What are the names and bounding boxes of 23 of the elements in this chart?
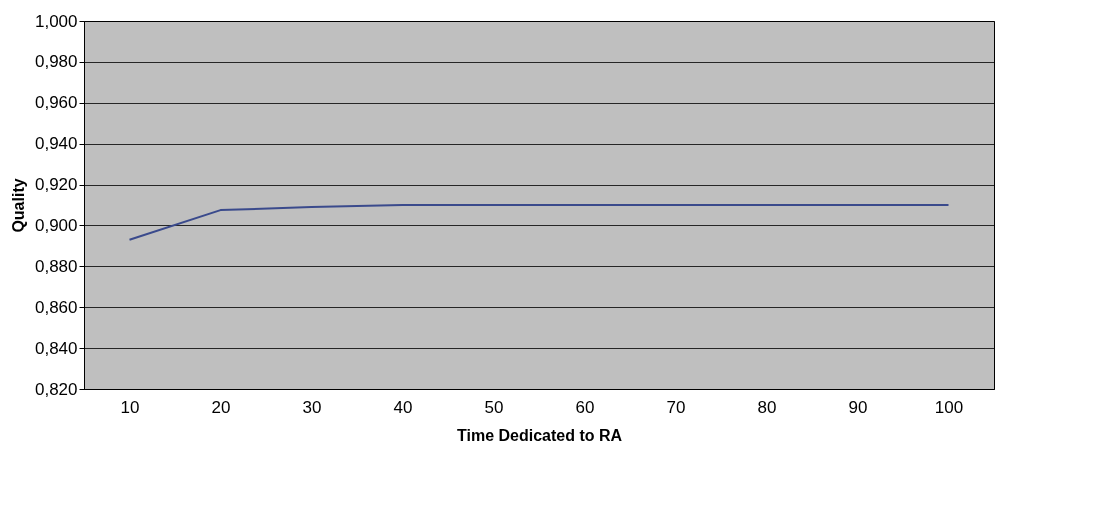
x-tick-label: 80 [757, 397, 777, 417]
x-tick-label: 40 [393, 397, 413, 417]
y-tick-label: 0,900 [34, 215, 78, 235]
x-tick-label: 10 [120, 397, 140, 417]
y-tick-label: 0,920 [34, 175, 78, 195]
y-axis-title: Quality [9, 178, 27, 233]
line-series [128, 204, 950, 241]
y-tick-label: 0,840 [34, 338, 78, 358]
x-tick-label: 90 [848, 397, 868, 417]
x-tick-label: 30 [302, 397, 322, 417]
x-tick-label: 50 [484, 397, 504, 417]
x-tick-label: 70 [666, 397, 686, 417]
y-tick-label: 1,000 [34, 11, 78, 31]
y-tick-label: 0,820 [34, 379, 78, 399]
y-tick-label: 0,960 [34, 93, 78, 113]
x-tick-label: 100 [934, 397, 964, 417]
y-tick-label: 0,860 [34, 297, 78, 317]
x-tick-label: 20 [211, 397, 231, 417]
y-tick-label: 0,940 [34, 134, 78, 154]
y-tick-label: 0,880 [34, 256, 78, 276]
y-tick-label: 0,980 [34, 52, 78, 72]
x-axis-title: Time Dedicated to RA [456, 426, 623, 444]
x-tick-label: 60 [575, 397, 595, 417]
